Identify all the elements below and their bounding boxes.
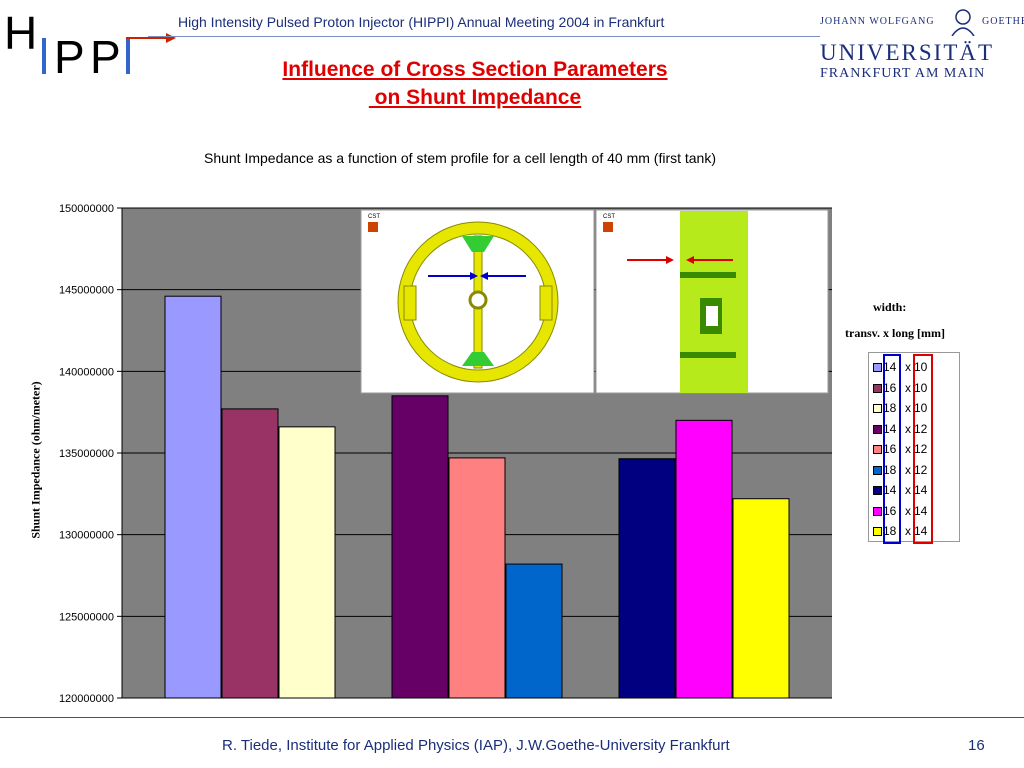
legend-swatch [873, 383, 882, 393]
legend-item: 16 x 12 [869, 439, 959, 459]
y-tick-label: 140000000 [59, 366, 114, 378]
legend-x: x [905, 524, 911, 538]
legend-long: 10 [914, 380, 928, 395]
legend-transv: 16 [883, 380, 897, 395]
legend-x: x [905, 360, 911, 374]
cst-badge-left: CST [368, 214, 380, 232]
legend-swatch [873, 486, 882, 495]
legend-long-highlight [913, 354, 933, 544]
logo-arrow-icon [126, 33, 176, 43]
cavity-inset-images: CST CST [360, 209, 829, 394]
legend-header-units: transv. x long [mm] [845, 326, 945, 340]
legend-x: x [905, 401, 911, 415]
legend-long: 12 [914, 442, 928, 456]
university-top-right: GOETHE [982, 16, 1024, 27]
legend-item: 14 x 12 [869, 419, 959, 439]
stem-side-view-icon [627, 211, 748, 393]
legend-swatch [873, 445, 882, 454]
legend-transv: 18 [883, 401, 897, 415]
bar-16x12 [448, 457, 506, 699]
bar-18x14 [732, 498, 790, 699]
legend-item: 18 x 10 [869, 398, 959, 418]
slide-title: Influence of Cross Section Parameters on… [150, 56, 800, 112]
svg-text:CST: CST [603, 214, 615, 220]
legend-x: x [905, 503, 911, 518]
university-top-left: JOHANN WOLFGANG [820, 16, 935, 27]
legend-transv: 16 [883, 442, 897, 456]
bar-14x10 [164, 295, 222, 699]
legend-item: 16 x 14 [869, 501, 959, 521]
bar-18x10 [278, 426, 336, 699]
legend-long: 10 [914, 360, 928, 374]
footer-divider [0, 717, 1024, 718]
legend-long: 14 [914, 503, 928, 518]
svg-text:CST: CST [368, 214, 380, 220]
legend-long: 14 [914, 524, 928, 538]
university-name: UNIVERSITÄT [820, 40, 995, 65]
legend-x: x [905, 380, 911, 395]
legend-item: 16 x 10 [869, 378, 959, 398]
slide-title-line1: Influence of Cross Section Parameters [282, 58, 668, 81]
y-tick-label: 135000000 [59, 448, 114, 460]
legend-swatch [873, 363, 882, 372]
legend-header-width: width: [873, 300, 907, 314]
bar-18x12 [505, 563, 563, 699]
legend-item: 14 x 14 [869, 480, 959, 500]
legend-long: 12 [914, 421, 928, 436]
legend-swatch [873, 527, 882, 536]
legend-transv: 18 [883, 524, 897, 538]
cst-badge-right: CST [603, 214, 615, 232]
y-tick-label: 145000000 [59, 285, 114, 297]
university-city: FRANKFURT AM MAIN [820, 66, 986, 81]
bar-14x14 [618, 458, 676, 699]
legend-x: x [905, 421, 911, 436]
legend-swatch [873, 404, 882, 413]
y-tick-label: 120000000 [59, 693, 114, 705]
y-tick-label: 130000000 [59, 530, 114, 542]
chart-title: Shunt Impedance as a function of stem pr… [203, 150, 717, 166]
legend-transv: 14 [883, 360, 897, 374]
page-number: 16 [968, 737, 985, 754]
y-tick-label: 150000000 [59, 203, 114, 215]
legend-transv-highlight [883, 354, 901, 544]
legend-swatch [873, 465, 882, 475]
legend-x: x [905, 442, 911, 456]
legend-swatch [873, 424, 882, 434]
legend-item: 18 x 14 [869, 521, 959, 541]
legend-swatch [873, 506, 882, 516]
goethe-portrait-icon [951, 9, 975, 36]
footer-credit: R. Tiede, Institute for Applied Physics … [222, 737, 730, 754]
tank-cross-section-icon [397, 221, 559, 383]
university-logo: JOHANN WOLFGANG GOETHE UNIVERSITÄT FRANK… [820, 6, 1024, 81]
legend-x: x [905, 483, 911, 497]
legend-x: x [905, 462, 911, 477]
conference-title: High Intensity Pulsed Proton Injector (H… [178, 14, 665, 30]
header-divider [148, 36, 820, 37]
legend-transv: 16 [883, 503, 897, 518]
legend-long: 14 [914, 483, 928, 497]
legend-long: 10 [914, 401, 928, 415]
bar-14x12 [391, 395, 449, 699]
legend-transv: 14 [883, 421, 897, 436]
slide-title-line2: on Shunt Impedance [368, 86, 582, 109]
legend-item: 18 x 12 [869, 460, 959, 480]
legend-transv: 18 [883, 462, 897, 477]
bar-16x14 [675, 419, 733, 699]
legend-long: 12 [914, 462, 928, 477]
legend-item: 14 x 10 [869, 357, 959, 377]
hippi-logo: H P P [4, 7, 176, 83]
bar-16x10 [221, 408, 279, 699]
legend-transv: 14 [883, 483, 897, 497]
y-tick-label: 125000000 [59, 611, 114, 623]
